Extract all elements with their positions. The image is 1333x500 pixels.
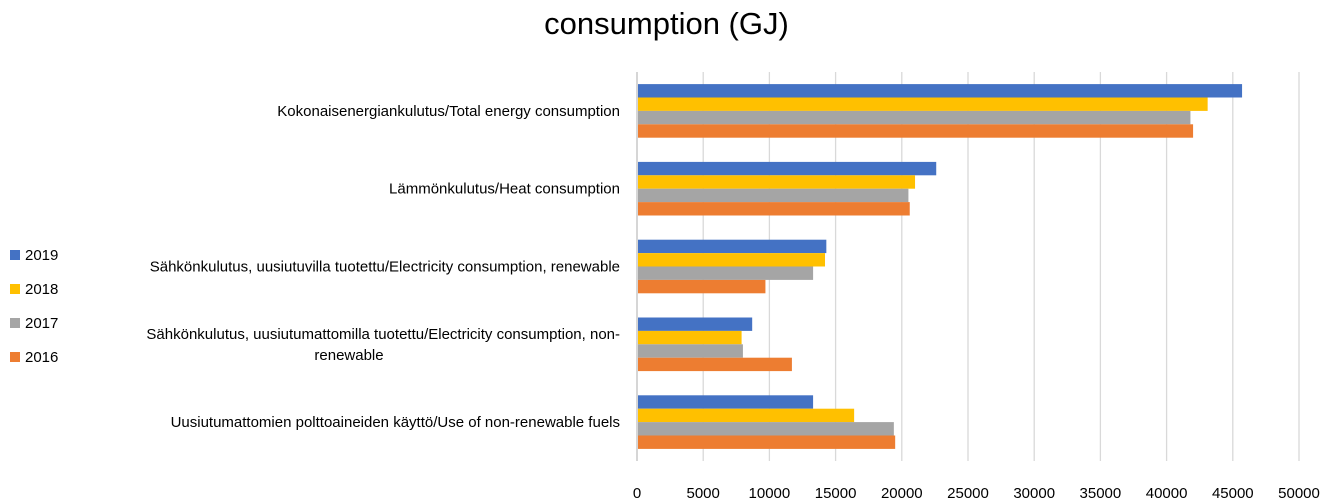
bar-2016 [638, 357, 792, 372]
bar-2019 [638, 395, 814, 409]
bar-2018 [638, 330, 742, 345]
x-tick-label: 45000 [1212, 485, 1254, 500]
x-tick-label: 25000 [947, 485, 989, 500]
x-tick-label: 15000 [815, 485, 857, 500]
bar-2019 [638, 161, 937, 176]
bar-2018 [638, 408, 855, 423]
category-label: renewable [314, 347, 383, 364]
bar-2017 [638, 266, 814, 280]
legend-swatch [10, 352, 20, 362]
x-tick-label: 10000 [749, 485, 791, 500]
category-label: Uusiutumattomien polttoaineiden käyttö/U… [171, 414, 620, 431]
bar-2017 [638, 344, 743, 358]
category-label: Sähkönkulutus, uusiutuvilla tuotettu/Ele… [150, 259, 620, 276]
bar-2017 [638, 422, 894, 436]
bar-2016 [638, 435, 896, 449]
bar-2016 [638, 202, 910, 216]
x-tick-label: 30000 [1013, 485, 1055, 500]
bar-2019 [638, 84, 1243, 98]
legend-label: 2018 [25, 281, 58, 298]
legend-swatch [10, 250, 20, 260]
x-tick-label: 5000 [687, 485, 720, 500]
bar-2016 [638, 279, 766, 294]
bar-2018 [638, 97, 1208, 111]
legend-swatch [10, 284, 20, 294]
legend-swatch [10, 318, 20, 328]
category-label: Sähkönkulutus, uusiutumattomilla tuotett… [146, 326, 620, 343]
legend-label: 2016 [25, 349, 58, 366]
bar-2018 [638, 253, 826, 267]
bar-2018 [638, 175, 916, 189]
bar-2017 [638, 188, 909, 203]
x-tick-label: 40000 [1146, 485, 1188, 500]
bar-2019 [638, 239, 827, 254]
bar-2019 [638, 317, 753, 331]
x-tick-label: 0 [633, 485, 641, 500]
category-label: Kokonaisenergiankulutus/Total energy con… [277, 103, 620, 120]
chart-title: consumption (GJ) [544, 6, 789, 41]
bar-2016 [638, 124, 1194, 138]
legend-label: 2017 [25, 315, 58, 332]
category-label: Lämmönkulutus/Heat consumption [389, 181, 620, 198]
legend-label: 2019 [25, 247, 58, 264]
x-tick-label: 20000 [881, 485, 923, 500]
x-tick-label: 50000 [1278, 485, 1320, 500]
bar-2017 [638, 110, 1191, 125]
x-tick-label: 35000 [1080, 485, 1122, 500]
